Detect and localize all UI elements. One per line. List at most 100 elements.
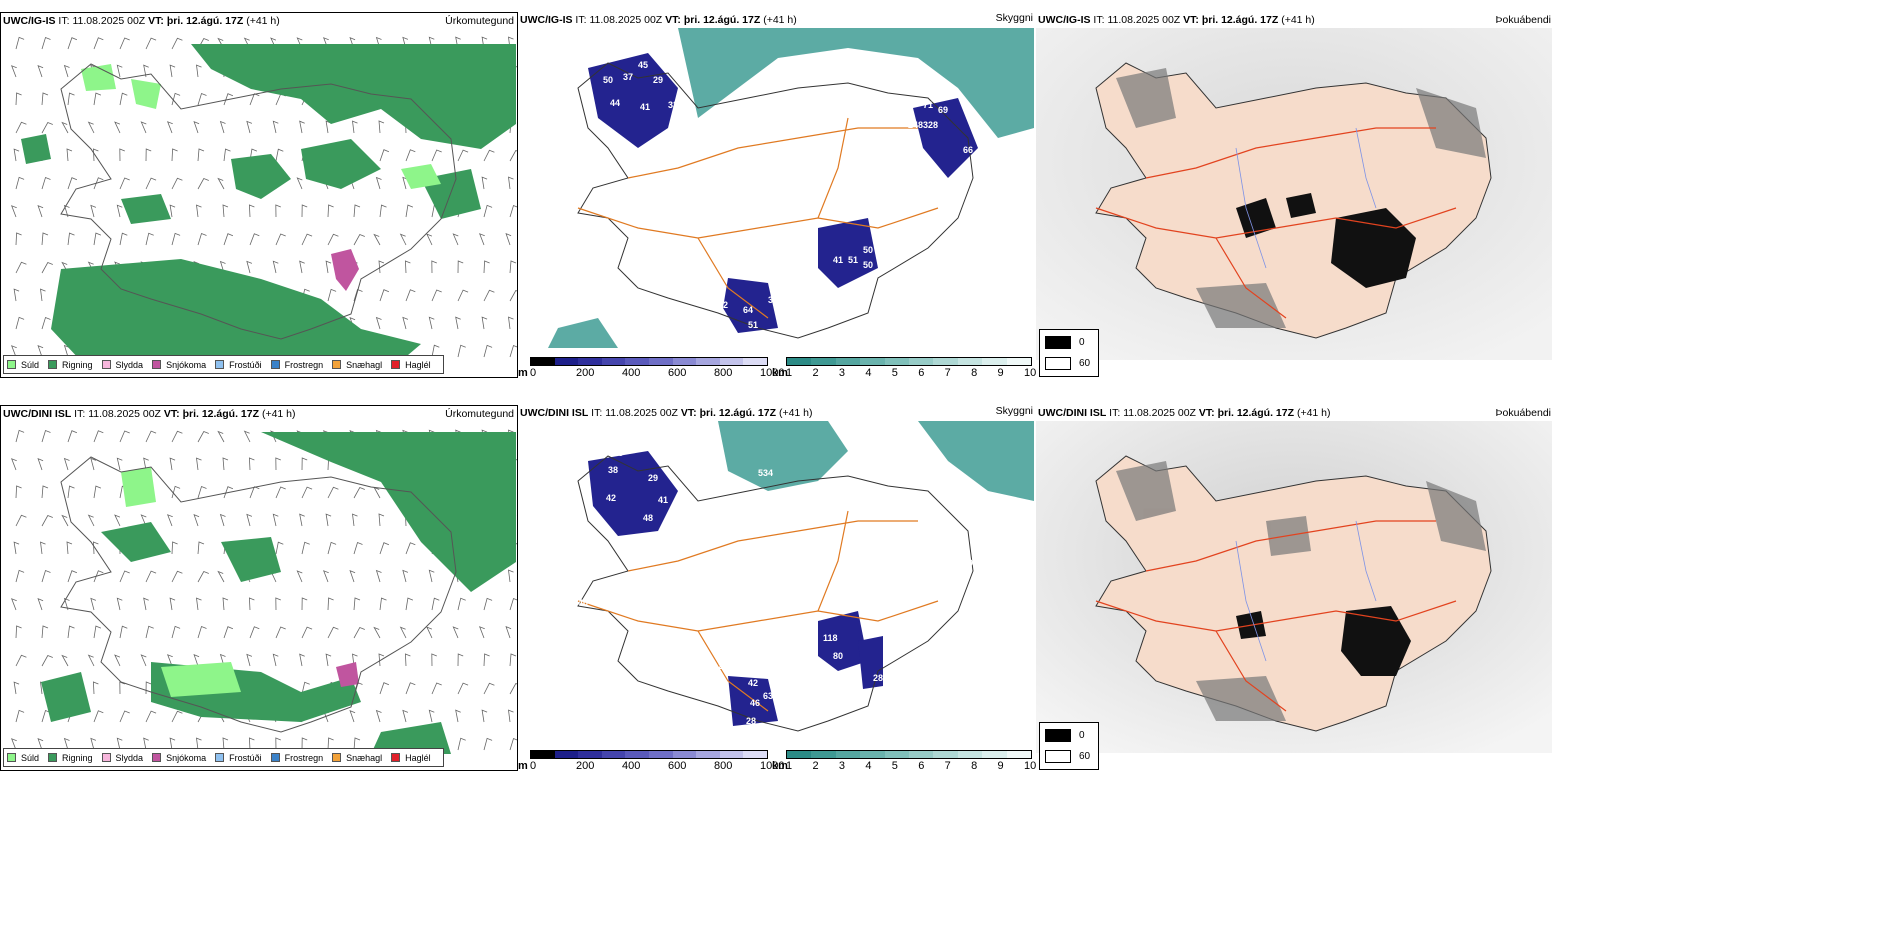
wind-barb [37,738,44,751]
wind-barb [243,430,251,443]
wind-barb [87,654,95,667]
wind-barb [223,93,234,106]
colorbar-tick-label: 200 [576,760,595,771]
wind-barb [145,148,152,162]
wind-barb [13,681,20,695]
ceiling-value-label: 38 [608,465,618,475]
wind-barb [171,37,183,50]
wind-barb [61,514,69,527]
wind-barb [457,260,464,274]
ceiling-value-label: 28 [678,683,688,693]
ceiling-value-label: 30 [743,335,753,345]
legend-item: Frostregn [270,360,323,370]
wind-barb [169,457,176,471]
colorbar-tick-label: 5 [891,760,898,771]
panel-header: UWC/DINI ISL IT: 11.08.2025 00Z VT: þri.… [1038,407,1331,419]
ceiling-value-label: 68 [818,70,828,80]
wind-barb [219,513,226,527]
wind-barb [299,513,305,527]
iceland-coastline [577,62,974,339]
wind-barb [15,176,25,190]
wind-barb [431,149,442,162]
wind-barb [41,654,53,667]
ceiling-value-label: 80 [833,651,843,661]
wind-barb [145,37,157,50]
wind-barb [171,625,181,639]
ceiling-value-label: 28 [873,673,883,683]
wind-barb [15,121,27,134]
wind-barb [327,486,339,499]
wind-barb [196,457,202,471]
wind-barb [15,316,25,330]
wind-barb [145,177,157,190]
legend-item: Snjókoma [152,360,206,370]
wind-barb [246,653,253,667]
wind-barb [197,92,207,106]
wind-barb [145,570,157,583]
wind-barb [405,597,414,611]
ceiling-value-label: 40 [578,598,588,608]
wind-barb [41,569,51,583]
colorbar-tick-label: 1000 [760,367,785,378]
wind-barb [90,597,97,611]
legend-item: Frostúði [215,360,262,370]
wind-barb [93,485,102,499]
colorbar-tick-label: 800 [714,760,733,771]
wind-barb [193,654,200,667]
wind-barb [248,204,255,218]
wind-barb [140,654,147,667]
wind-barb [404,653,411,667]
visibility-colorbar: km 1 2 3 4 5 6 7 8 9 10 [772,357,1036,378]
wind-barb [41,261,53,274]
wind-barb [197,625,207,639]
ceiling-value-label: 50 [863,260,873,270]
wind-barb [37,65,44,78]
ceiling-value-label: 230 [848,423,863,433]
wind-barb [66,541,73,555]
wind-barb [114,654,121,667]
wind-barb [171,485,181,499]
wind-barb [67,37,78,50]
wind-barb [275,737,281,751]
wind-barb [41,625,49,639]
wind-barb [509,289,517,302]
wind-barb [119,710,130,723]
wind-barb [352,120,358,134]
wind-barb [219,653,226,667]
wind-barb [197,570,209,583]
ceiling-value-label: 69 [938,105,948,115]
wind-barb [166,121,173,134]
wind-barb [353,541,363,555]
ceiling-value-label: 29 [653,75,663,85]
wind-barb [272,120,279,134]
wind-barb [10,65,17,78]
wind-barb [327,737,334,751]
wind-barb [61,654,69,667]
wind-barb [116,737,123,751]
fog-roads [1095,520,1457,712]
wind-barb [67,485,75,499]
wind-barb [15,709,25,723]
wind-barb [353,737,361,751]
wind-barb [327,626,339,639]
wind-barb [37,205,44,218]
wind-barb [299,120,305,134]
wind-barb [119,148,125,162]
wind-barb [248,457,255,471]
ceiling-value-label: 73 [803,643,813,653]
wind-barb [275,486,286,499]
wind-barb [431,597,440,611]
legend-item: Súld [7,753,39,763]
wind-barb [37,345,44,358]
wind-barb [93,625,102,639]
wind-barb [301,233,313,246]
wind-barb [119,681,125,695]
wind-barb [223,626,234,639]
wind-barb [41,316,51,330]
wind-barb [171,177,183,190]
colorbar-tick-label: 6 [918,367,925,378]
wind-barb [405,289,416,302]
wind-barb [509,682,517,695]
wind-barb [169,597,176,611]
colorbar-tick-label: 8 [971,367,978,378]
